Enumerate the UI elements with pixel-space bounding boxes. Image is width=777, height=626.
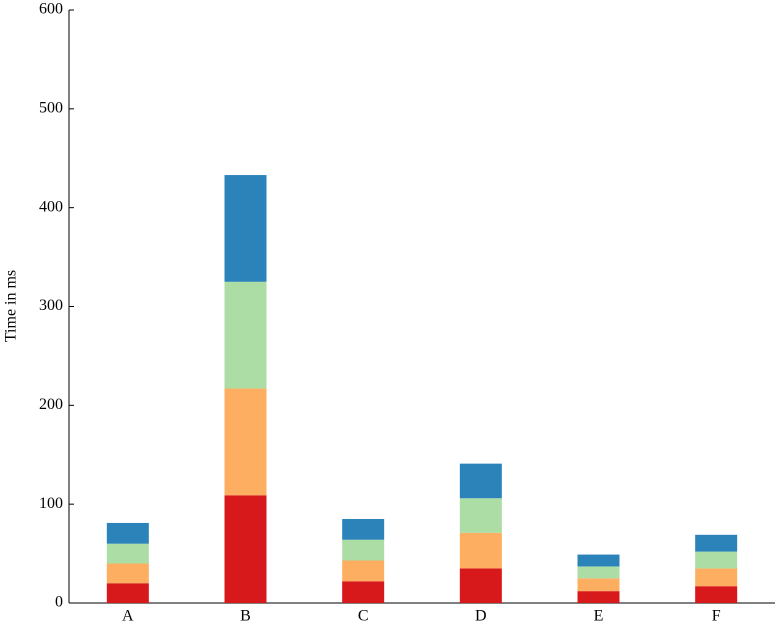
bar-segment [342, 560, 385, 582]
y-tick-label: 600 [39, 1, 63, 18]
y-tick-label: 400 [39, 198, 63, 215]
y-tick-label: 0 [55, 594, 63, 611]
bar-segment [342, 518, 385, 540]
bar-segment [695, 568, 738, 587]
bar-segment [695, 534, 738, 552]
x-tick-label: E [594, 608, 604, 625]
bar-segment [106, 583, 149, 603]
y-tick-label: 300 [39, 297, 63, 314]
bar-segment [224, 281, 267, 389]
bar-segment [224, 388, 267, 496]
y-tick-label: 200 [39, 396, 63, 413]
bar-segment [577, 554, 620, 567]
y-tick-label: 100 [39, 495, 63, 512]
bar-segment [577, 591, 620, 603]
bar-segment [224, 175, 267, 282]
bar-segment [106, 543, 149, 564]
bar-segment [577, 578, 620, 592]
bar-segment [695, 586, 738, 603]
bar-segment [459, 568, 502, 603]
bar-segment [106, 563, 149, 584]
bar-segment [224, 495, 267, 603]
x-tick-label: A [122, 608, 134, 625]
y-axis-label: Time in ms [3, 270, 20, 342]
y-tick-label: 500 [39, 100, 63, 117]
x-tick-label: C [358, 608, 369, 625]
bar-segment [459, 532, 502, 569]
bar-segment [459, 463, 502, 499]
bar-segment [695, 551, 738, 569]
bar-segment [106, 522, 149, 544]
bar-segment [459, 498, 502, 533]
bar-segment [577, 566, 620, 579]
x-tick-label: D [475, 608, 487, 625]
x-tick-label: F [712, 608, 721, 625]
x-tick-label: B [240, 608, 251, 625]
bar-segment [342, 539, 385, 561]
bar-segment [342, 581, 385, 603]
